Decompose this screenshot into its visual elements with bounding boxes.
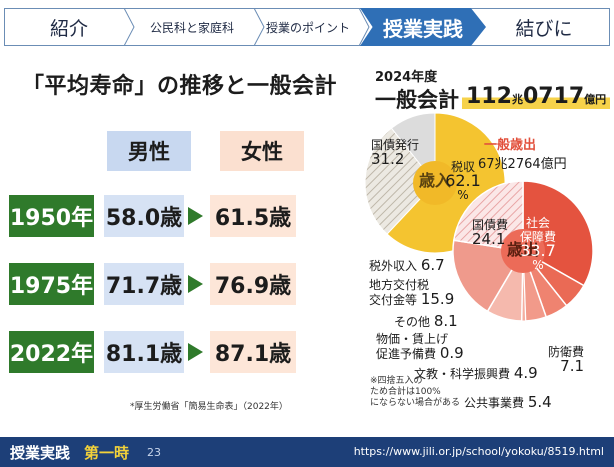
revenue-tax-name: 税収: [450, 160, 475, 174]
life-table-source: *厚生労働省「簡易生命表」（2022年）: [130, 402, 288, 412]
reserve-value: 0.9: [439, 344, 464, 362]
male-column-header: 男性: [107, 131, 191, 171]
female-value-1975: 76.9歳: [210, 263, 296, 305]
expenditure-center: [501, 229, 545, 273]
rounding-note-line-3: にならない場合がある: [370, 398, 461, 408]
nav-step-class-practice-active[interactable]: 授業実践: [360, 8, 486, 46]
revenue-nontax-name: 税外収入: [369, 259, 418, 273]
expenditure-debt-service-label: 国債費 24.1: [472, 218, 509, 248]
social-security-name-2: 保障費: [519, 230, 556, 244]
year-1950: 1950年: [9, 195, 94, 237]
public-works-value: 5.4: [527, 393, 552, 411]
other-name: その他: [394, 315, 431, 329]
footer-period: 第一時: [84, 443, 130, 462]
social-security-name-1: 社会: [525, 216, 550, 230]
expenditure-public-works-label: 公共事業費 5.4: [464, 393, 552, 411]
defense-value: 7.1: [560, 357, 585, 375]
budget-total-hundred-millions: 0717: [522, 84, 585, 109]
expenditure-reserve-label: 物価・賃上げ 促進予備費 0.9: [376, 332, 464, 361]
debt-service-name: 国債費: [472, 218, 509, 232]
expenditure-social-security-label: 社会 保障費 33.7 %: [512, 216, 564, 272]
budget-total: 112兆0717億円: [462, 84, 611, 109]
local-allocation-name-2: 交付金等: [369, 293, 418, 307]
expenditure-center-label: 歳出: [507, 240, 540, 259]
arrow-right-icon: [188, 207, 203, 225]
social-security-unit: %: [532, 258, 544, 272]
revenue-center-label: 歳入: [419, 171, 452, 190]
revenue-bonds-label: 国債発行 31.2: [371, 138, 420, 168]
revenue-tax-unit: %: [457, 188, 469, 202]
female-column-header: 女性: [220, 131, 304, 171]
nav-step-civics-home-economics[interactable]: 公民科と家庭科: [149, 20, 234, 35]
rounding-note: ※四捨五入の ため合計は100% にならない場合がある: [370, 376, 460, 409]
expenditure-other-label: その他 8.1: [394, 312, 458, 330]
revenue-tax-value: 62.1: [445, 171, 481, 190]
slide-heading: 「平均寿命」の推移と一般会計: [22, 74, 338, 99]
revenue-bonds-name: 国債発行: [371, 138, 420, 152]
revenue-slice-bonds: [364, 127, 436, 235]
budget-total-unit-oku: 億円: [584, 93, 607, 106]
arrow-right-icon: [188, 343, 203, 361]
rounding-note-line-2: ため合計は100%: [370, 387, 441, 397]
expenditure-education-label: 文教・科学振興費 4.9: [414, 364, 538, 382]
arrow-right-icon: [188, 275, 203, 293]
education-name: 文教・科学振興費: [414, 367, 511, 381]
budget-title: 一般会計: [375, 88, 459, 112]
expenditure-pie-chart: [452, 180, 594, 322]
female-value-2022: 87.1歳: [210, 331, 296, 373]
local-allocation-value: 15.9: [420, 290, 455, 308]
male-value-1950: 58.0歳: [104, 195, 184, 237]
footer-page-number: 23: [147, 445, 162, 459]
budget-total-unit-trillion: 兆: [511, 93, 523, 106]
nav-step-class-points[interactable]: 授業のポイント: [265, 20, 350, 35]
nav-step-intro[interactable]: 紹介: [49, 17, 88, 40]
year-2022: 2022年: [9, 331, 94, 373]
budget-total-trillions: 112: [466, 84, 512, 109]
expenditure-defense-label: 防衛費 7.1: [548, 345, 585, 375]
expenditure-slice-debt-service: [452, 180, 524, 252]
revenue-tax-label: 税収 62.1 %: [441, 160, 485, 202]
expenditure-amount: 67兆2764億円: [478, 157, 567, 172]
male-value-2022: 81.1歳: [104, 331, 184, 373]
step-navigation: 紹介 公民科と家庭科 授業のポイント 授業実践 結びに: [0, 0, 614, 58]
nav-step-conclusion[interactable]: 結びに: [515, 17, 573, 40]
rounding-note-line-1: ※四捨五入の: [370, 376, 423, 386]
expenditure-local-allocation-label: 地方交付税 交付金等 15.9: [369, 278, 454, 307]
step-outline: [4, 8, 610, 46]
debt-service-value: 24.1: [472, 230, 506, 248]
other-value: 8.1: [433, 312, 458, 330]
revenue-nontax-value: 6.7: [420, 256, 445, 274]
defense-name: 防衛費: [548, 345, 585, 359]
revenue-center: [413, 161, 457, 205]
public-works-name: 公共事業費: [464, 396, 525, 410]
expenditure-title: 一般歳出: [484, 138, 537, 153]
education-value: 4.9: [513, 364, 538, 382]
social-security-value: 33.7: [520, 241, 556, 260]
female-value-1950: 61.5歳: [210, 195, 296, 237]
year-1975: 1975年: [9, 263, 94, 305]
local-allocation-name-1: 地方交付税: [369, 278, 430, 292]
footer-section: 授業実践: [10, 443, 71, 462]
male-value-1975: 71.7歳: [104, 263, 184, 305]
footer-url-link[interactable]: https://www.jili.or.jp/school/yokoku/851…: [353, 445, 604, 458]
reserve-name-2: 促進予備費: [376, 347, 437, 361]
slide-footer: 授業実践 第一時 23 https://www.jili.or.jp/schoo…: [0, 437, 614, 467]
revenue-bonds-value: 31.2: [371, 150, 405, 168]
fiscal-year: 2024年度: [375, 70, 438, 85]
reserve-name-1: 物価・賃上げ: [376, 332, 449, 346]
revenue-nontax-label: 税外収入 6.7: [369, 256, 445, 274]
